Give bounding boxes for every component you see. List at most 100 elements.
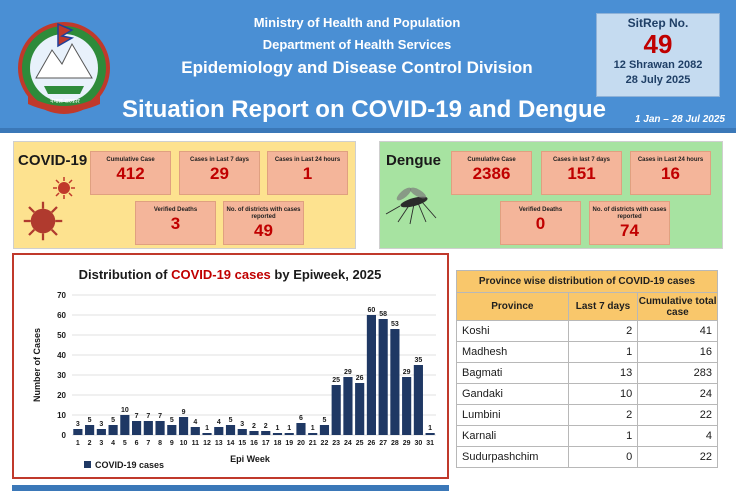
- date-english: 28 July 2025: [625, 74, 691, 86]
- bar-value-label: 5: [170, 417, 174, 424]
- last7-cell: 10: [567, 383, 639, 405]
- virus-icon: [53, 177, 75, 199]
- col-header-province: Province: [456, 292, 569, 321]
- bar-value-label: 4: [193, 419, 197, 426]
- bar: [73, 429, 83, 435]
- col-header-total: Cumulative total case: [637, 292, 718, 321]
- table-row: Lumbini 2 22: [456, 404, 718, 426]
- x-axis-ticks: 1 2 3 4 5 6 7 8 9 10 11 12 13 14 15 16 17 18 19 20 21 22 23 24 2…: [76, 440, 434, 447]
- bar-value-label: 5: [88, 417, 92, 424]
- x-tick-label: 25: [356, 440, 364, 447]
- stat-value: 151: [567, 164, 596, 183]
- sitrep-box: SitRep No. 49 12 Shrawan 2082 28 July 20…: [596, 13, 720, 97]
- bar-value-label: 7: [158, 413, 162, 420]
- bar-value-label: 53: [391, 321, 399, 328]
- bar-value-label: 2: [252, 423, 256, 430]
- bar: [214, 427, 224, 435]
- bar: [120, 415, 130, 435]
- x-tick-label: 29: [403, 440, 411, 447]
- y-tick-label: 40: [57, 351, 66, 360]
- stat-label: Cases in last 7 days: [552, 157, 611, 163]
- bar-value-label: 3: [76, 421, 80, 428]
- bar: [355, 383, 365, 435]
- dengue-districts-card: No. of districts with cases reported 74: [589, 201, 670, 245]
- province-cell: Bagmati: [456, 362, 569, 384]
- province-cell: Gandaki: [456, 383, 569, 405]
- bar: [284, 433, 294, 435]
- bar-value-label: 1: [428, 425, 432, 432]
- total-cell: 22: [637, 404, 718, 426]
- dengue-cumulative-card: Cumulative Case 2386: [451, 151, 532, 195]
- epiweek-bar-chart: Distribution of COVID-19 cases by Epiwee…: [32, 267, 436, 470]
- covid-last7-card: Cases in Last 7 days 29: [179, 151, 260, 195]
- stat-value: 74: [620, 221, 639, 240]
- dengue-last24-card: Cases in Last 24 hours 16: [630, 151, 711, 195]
- stat-label: Cases in Last 7 days: [189, 157, 250, 163]
- stat-label: No. of districts with cases reported: [226, 207, 301, 220]
- x-tick-label: 8: [158, 440, 162, 447]
- bar: [343, 377, 353, 435]
- bar-value-label: 3: [240, 421, 244, 428]
- covid-districts-card: No. of districts with cases reported 49: [223, 201, 304, 245]
- bar: [331, 385, 341, 435]
- total-cell: 22: [637, 446, 718, 468]
- total-cell: 4: [637, 425, 718, 447]
- bar-value-label: 7: [135, 413, 139, 420]
- stat-label: Cumulative Case: [106, 157, 155, 163]
- bar: [366, 315, 376, 435]
- date-nepali: 12 Shrawan 2082: [613, 59, 703, 71]
- table-row: Sudurpashchim 0 22: [456, 446, 718, 468]
- stat-value: 412: [116, 164, 145, 183]
- bar: [96, 429, 106, 435]
- stat-value: 0: [535, 214, 546, 233]
- x-tick-label: 12: [203, 440, 211, 447]
- stat-value: 49: [254, 221, 273, 240]
- bar-value-label: 10: [121, 407, 129, 414]
- x-tick-label: 13: [215, 440, 223, 447]
- bar-value-label: 60: [368, 307, 376, 314]
- bar: [249, 431, 259, 435]
- table-row: Koshi 2 41: [456, 320, 718, 342]
- y-tick-label: 10: [57, 411, 66, 420]
- x-tick-label: 9: [170, 440, 174, 447]
- bar: [85, 425, 95, 435]
- bar-value-label: 25: [332, 377, 340, 384]
- x-tick-label: 3: [99, 440, 103, 447]
- virus-large-icon: [23, 201, 63, 241]
- covid-panel-title: COVID-19: [18, 152, 88, 169]
- bar: [378, 319, 388, 435]
- bar-value-label: 26: [356, 375, 364, 382]
- bar: [132, 421, 142, 435]
- bar-value-label: 4: [217, 419, 221, 426]
- y-tick-label: 50: [57, 331, 66, 340]
- bar: [402, 377, 412, 435]
- total-cell: 24: [637, 383, 718, 405]
- x-tick-label: 5: [123, 440, 127, 447]
- bar-value-label: 35: [414, 357, 422, 364]
- bar: [308, 433, 318, 435]
- x-tick-label: 19: [285, 440, 293, 447]
- bar: [296, 423, 306, 435]
- legend-label: COVID-19 cases: [95, 460, 164, 470]
- report-header: नेपाल सरकार Ministry of Health and Popul…: [0, 0, 736, 133]
- bar: [413, 365, 423, 435]
- bar: [319, 425, 330, 435]
- x-tick-label: 6: [135, 440, 139, 447]
- bar-value-label: 1: [276, 425, 280, 432]
- bar: [272, 433, 283, 435]
- last7-cell: 2: [567, 320, 639, 342]
- bar-value-label: 1: [205, 425, 209, 432]
- stat-value: 2386: [472, 164, 511, 183]
- stat-value: 16: [661, 164, 680, 183]
- table-caption-row: Province wise distribution of COVID-19 c…: [456, 270, 718, 293]
- bar-value-label: 29: [403, 369, 411, 376]
- stat-value: 1: [302, 164, 313, 183]
- bar: [178, 417, 189, 435]
- stat-label: Cases in Last 24 hours: [274, 157, 341, 163]
- x-tick-label: 26: [368, 440, 376, 447]
- bar: [167, 425, 177, 435]
- covid-cumulative-card: Cumulative Case 412: [90, 151, 171, 195]
- bar-value-label: 3: [99, 421, 103, 428]
- bar: [425, 433, 435, 435]
